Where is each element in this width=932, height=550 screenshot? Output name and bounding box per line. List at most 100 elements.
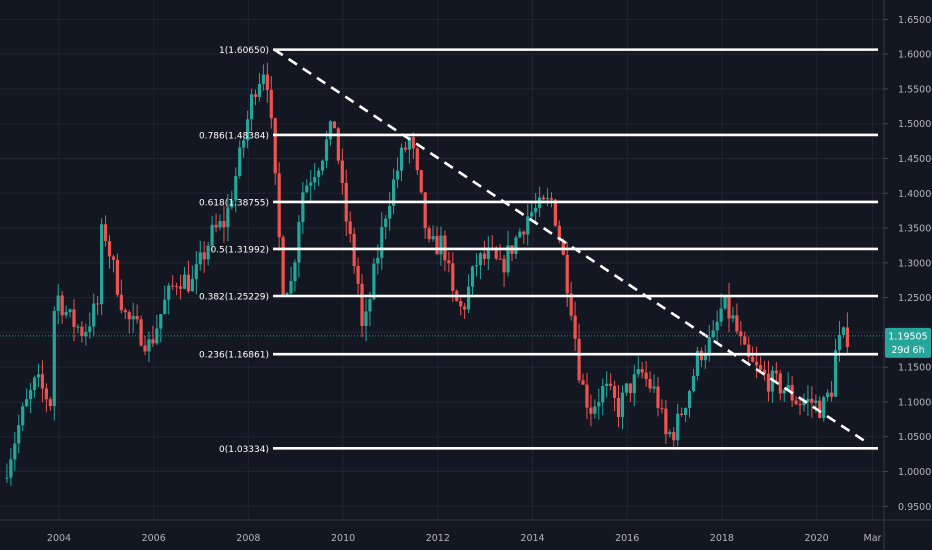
candle bbox=[439, 226, 443, 266]
candle bbox=[431, 225, 435, 242]
candle bbox=[5, 463, 9, 483]
candle-body bbox=[226, 207, 230, 228]
candle bbox=[782, 388, 786, 403]
candle-body bbox=[273, 118, 277, 174]
candle bbox=[747, 336, 751, 367]
candle bbox=[123, 307, 127, 320]
candle-body bbox=[171, 285, 175, 287]
candle bbox=[644, 361, 648, 387]
candle-body bbox=[731, 315, 735, 319]
candle-body bbox=[111, 256, 116, 260]
candle bbox=[111, 254, 116, 273]
candle-body bbox=[837, 334, 842, 351]
candle bbox=[178, 274, 183, 300]
candle bbox=[143, 336, 147, 356]
candle-body bbox=[313, 177, 317, 183]
candle-body bbox=[253, 94, 258, 97]
candle-body bbox=[672, 432, 676, 441]
y-tick-label: 1.30000 bbox=[898, 258, 932, 269]
candle-body bbox=[597, 402, 601, 407]
candle-body bbox=[703, 354, 707, 361]
candle bbox=[21, 402, 25, 431]
y-tick-label: 1.10000 bbox=[898, 397, 932, 408]
candle-body bbox=[246, 119, 250, 141]
candle-body bbox=[407, 137, 411, 150]
countdown-label: 29d 6h bbox=[891, 345, 924, 356]
x-tick-label: 2016 bbox=[615, 533, 639, 544]
candle bbox=[715, 310, 719, 345]
candle-body bbox=[332, 121, 337, 129]
candle-body bbox=[751, 356, 755, 362]
candle bbox=[40, 360, 45, 403]
candle bbox=[636, 356, 640, 378]
candle bbox=[230, 190, 234, 210]
candle bbox=[320, 159, 325, 175]
candle bbox=[222, 205, 226, 243]
candle-body bbox=[628, 383, 632, 394]
candle bbox=[415, 146, 419, 175]
candle bbox=[723, 295, 727, 310]
candle-body bbox=[80, 326, 84, 337]
candle-body bbox=[494, 248, 498, 259]
candle bbox=[332, 121, 337, 129]
candle bbox=[238, 140, 242, 179]
candle-body bbox=[766, 373, 771, 392]
candle-body bbox=[431, 236, 435, 240]
candle-body bbox=[328, 121, 333, 140]
candle bbox=[107, 235, 112, 269]
candle-body bbox=[52, 310, 56, 407]
candle-body bbox=[735, 315, 739, 332]
candle bbox=[131, 302, 135, 333]
candle-body bbox=[202, 252, 206, 260]
candle-body bbox=[423, 192, 427, 229]
y-tick-label: 1.50000 bbox=[898, 119, 932, 130]
candle bbox=[246, 110, 250, 149]
y-tick-label: 0.95000 bbox=[898, 502, 932, 513]
candle-body bbox=[234, 175, 238, 201]
candle-body bbox=[9, 459, 13, 478]
candle-body bbox=[826, 392, 830, 398]
candle bbox=[28, 382, 33, 414]
candle bbox=[135, 304, 139, 324]
candle-body bbox=[36, 374, 41, 378]
candle bbox=[261, 64, 265, 91]
candle-body bbox=[76, 326, 80, 328]
candle-body bbox=[356, 266, 360, 284]
candle-body bbox=[506, 245, 510, 273]
candle-body bbox=[786, 385, 790, 390]
candle-body bbox=[40, 374, 45, 389]
candle bbox=[624, 382, 629, 397]
candle bbox=[249, 88, 254, 131]
candle bbox=[202, 241, 206, 273]
candle bbox=[372, 258, 376, 301]
candle bbox=[703, 345, 707, 369]
candle-body bbox=[419, 170, 423, 193]
candle bbox=[660, 399, 664, 414]
candle-body bbox=[687, 391, 692, 409]
candle bbox=[317, 167, 321, 187]
candle-body bbox=[463, 306, 467, 310]
candle-body bbox=[293, 262, 297, 282]
candle bbox=[76, 324, 80, 334]
candle-body bbox=[660, 407, 664, 409]
candle-body bbox=[474, 265, 479, 267]
candle bbox=[324, 130, 329, 169]
candle-body bbox=[459, 301, 463, 307]
candle-body bbox=[119, 294, 123, 311]
candle-body bbox=[13, 443, 17, 460]
candle bbox=[163, 285, 167, 315]
candle-body bbox=[395, 170, 400, 180]
candle-body bbox=[514, 237, 518, 254]
candle-body bbox=[522, 231, 526, 235]
candle-body bbox=[380, 226, 384, 258]
candle-body bbox=[640, 369, 644, 373]
x-axis-ticks[interactable]: 2004 2006 2008 2010 2012 2014 2016 2018 2020 Mar bbox=[47, 533, 882, 544]
candle-body bbox=[415, 148, 419, 171]
candle-body bbox=[565, 254, 569, 294]
candle bbox=[806, 385, 810, 417]
candle-body bbox=[32, 377, 37, 391]
candle bbox=[549, 192, 554, 208]
candle-body bbox=[44, 388, 48, 400]
